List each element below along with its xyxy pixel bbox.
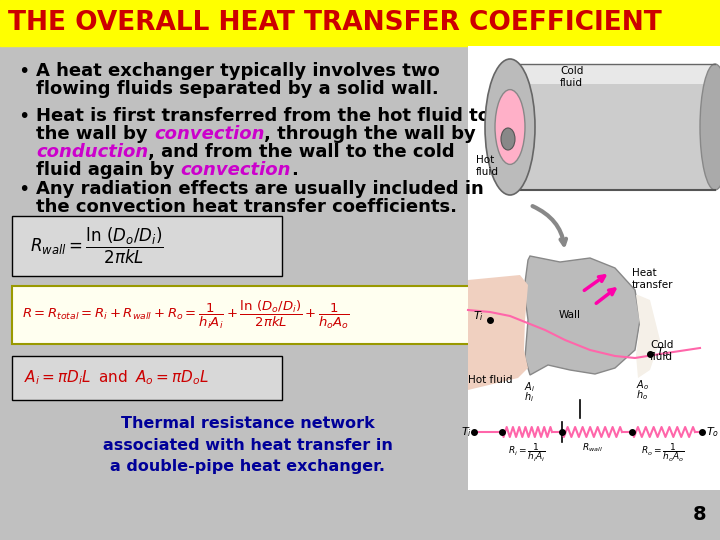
Text: Heat
transfer: Heat transfer (632, 268, 673, 289)
Text: $R_i = \dfrac{1}{h_i A_i}$: $R_i = \dfrac{1}{h_i A_i}$ (508, 442, 546, 464)
Text: $T_o$: $T_o$ (656, 345, 669, 359)
Text: , and from the wall to the cold: , and from the wall to the cold (148, 143, 455, 161)
Text: conduction: conduction (36, 143, 148, 161)
Text: $A_o$: $A_o$ (636, 378, 649, 392)
Polygon shape (636, 295, 660, 378)
Text: $T_o$: $T_o$ (706, 425, 719, 439)
Text: •: • (18, 180, 30, 199)
Bar (468, 46, 720, 490)
Polygon shape (524, 256, 640, 375)
Text: convection: convection (154, 125, 264, 143)
Text: fluid again by: fluid again by (36, 161, 181, 179)
Text: Cold
fluid: Cold fluid (650, 340, 673, 362)
Text: Thermal resistance network
associated with heat transfer in
a double-pipe heat e: Thermal resistance network associated wi… (103, 416, 393, 474)
Text: $A_i = \pi D_i L \;\; \mathrm{and} \;\; A_o = \pi D_o L$: $A_i = \pi D_i L \;\; \mathrm{and} \;\; … (24, 369, 209, 387)
Text: convection: convection (181, 161, 291, 179)
Ellipse shape (700, 64, 720, 190)
Text: •: • (18, 107, 30, 126)
Text: flowing fluids separated by a solid wall.: flowing fluids separated by a solid wall… (36, 80, 438, 98)
Text: A heat exchanger typically involves two: A heat exchanger typically involves two (36, 62, 440, 80)
Text: Heat is first transferred from the hot fluid to: Heat is first transferred from the hot f… (36, 107, 490, 125)
Text: Hot fluid: Hot fluid (468, 375, 513, 385)
Text: $R_o = \dfrac{1}{h_o A_o}$: $R_o = \dfrac{1}{h_o A_o}$ (642, 442, 685, 464)
Ellipse shape (495, 90, 525, 164)
Text: $R_{wall}$: $R_{wall}$ (582, 442, 603, 455)
Text: $A_i$: $A_i$ (524, 380, 535, 394)
Bar (12, 286, 478, 344)
Text: .: . (291, 161, 298, 179)
Text: the convection heat transfer coefficients.: the convection heat transfer coefficient… (36, 198, 457, 216)
Text: Hot
fluid: Hot fluid (476, 155, 499, 177)
Bar (0, 0, 720, 46)
Bar (12, 356, 282, 400)
Text: , through the wall by: , through the wall by (264, 125, 476, 143)
Text: •: • (18, 62, 30, 81)
Text: Cold
fluid: Cold fluid (560, 66, 583, 87)
Bar (12, 216, 282, 276)
Text: THE OVERALL HEAT TRANSFER COEFFICIENT: THE OVERALL HEAT TRANSFER COEFFICIENT (8, 10, 662, 36)
Ellipse shape (501, 128, 515, 150)
Text: $R = R_{total} = R_i + R_{wall} + R_o = \dfrac{1}{h_i A_i} + \dfrac{\ln\,(D_o/D_: $R = R_{total} = R_i + R_{wall} + R_o = … (22, 299, 350, 331)
Polygon shape (468, 275, 528, 390)
Text: $h_o$: $h_o$ (636, 388, 648, 402)
Text: Any radiation effects are usually included in: Any radiation effects are usually includ… (36, 180, 484, 198)
Text: $R_{wall} = \dfrac{\ln\,(D_o/D_i)}{2\pi kL}$: $R_{wall} = \dfrac{\ln\,(D_o/D_i)}{2\pi … (30, 226, 163, 266)
Text: the wall by: the wall by (36, 125, 154, 143)
Bar (510, 64, 715, 190)
Ellipse shape (485, 59, 535, 195)
Text: $T_i$: $T_i$ (473, 309, 484, 323)
Text: $h_i$: $h_i$ (524, 390, 534, 404)
Bar (510, 64, 715, 84)
Text: 8: 8 (693, 505, 707, 524)
Text: Wall: Wall (559, 310, 581, 320)
Text: $T_i$: $T_i$ (461, 425, 472, 439)
